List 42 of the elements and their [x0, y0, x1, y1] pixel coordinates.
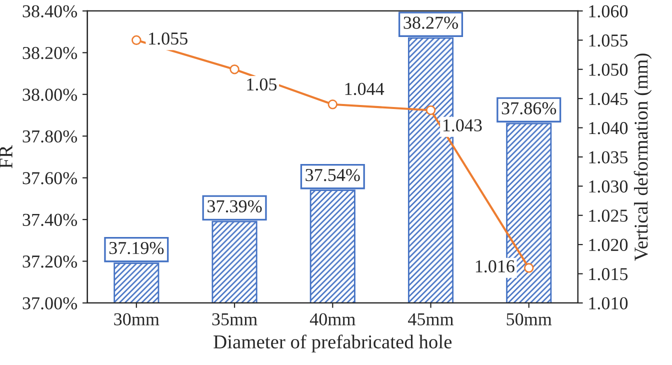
- point: [524, 263, 534, 273]
- x-tick-label: 30mm: [114, 313, 160, 326]
- x-tick-label: 35mm: [212, 313, 258, 326]
- y-tick-label: 38.20%: [22, 46, 78, 60]
- y-tick-label: 37.20%: [22, 255, 78, 268]
- y2-tick-label: 1.030: [589, 180, 628, 193]
- data-label: 1.05: [247, 78, 277, 91]
- y-axis-title: FR: [0, 145, 12, 168]
- y2-axis-title: Vertical deformation (mm): [634, 54, 652, 261]
- data-label: 38.27%: [404, 16, 458, 29]
- data-label: 1.016: [476, 260, 514, 273]
- y2-tick-label: 1.050: [589, 64, 628, 76]
- data-label: 37.86%: [502, 102, 556, 114]
- y2-tick-label: 1.035: [589, 151, 628, 164]
- x-tick-label: 50mm: [506, 313, 552, 326]
- data-label: 1.043: [443, 119, 482, 132]
- point: [132, 35, 142, 46]
- point: [426, 105, 436, 116]
- y-tick-label: 37.00%: [22, 297, 78, 310]
- x-tick-label: 45mm: [408, 313, 454, 326]
- data-label: 37.54%: [306, 168, 360, 182]
- y-tick-label: 37.80%: [22, 130, 78, 143]
- data-label: 1.044: [345, 82, 384, 96]
- y2-tick-label: 1.015: [589, 268, 628, 280]
- y2-tick-label: 1.025: [589, 210, 628, 222]
- point: [230, 64, 240, 74]
- y-tick-label: 37.40%: [22, 214, 78, 226]
- y-tick-label: 37.60%: [22, 172, 78, 184]
- y2-tick-label: 1.020: [589, 238, 628, 252]
- x-tick-label: 40mm: [310, 313, 356, 326]
- y-tick-label: 38.40%: [22, 5, 78, 18]
- y2-tick-label: 1.045: [589, 92, 628, 106]
- data-label: 37.19%: [109, 242, 164, 254]
- y2-tick-label: 1.010: [589, 297, 628, 310]
- data-label: 1.055: [149, 32, 188, 45]
- point: [328, 100, 338, 110]
- y2-tick-label: 1.060: [589, 5, 628, 18]
- y-tick-label: 38.00%: [22, 88, 78, 101]
- y2-tick-label: 1.040: [589, 122, 628, 134]
- data-label: 37.39%: [208, 200, 262, 212]
- y2-tick-label: 1.055: [589, 34, 628, 47]
- x-axis-title: Diameter of prefabricated hole: [214, 334, 452, 352]
